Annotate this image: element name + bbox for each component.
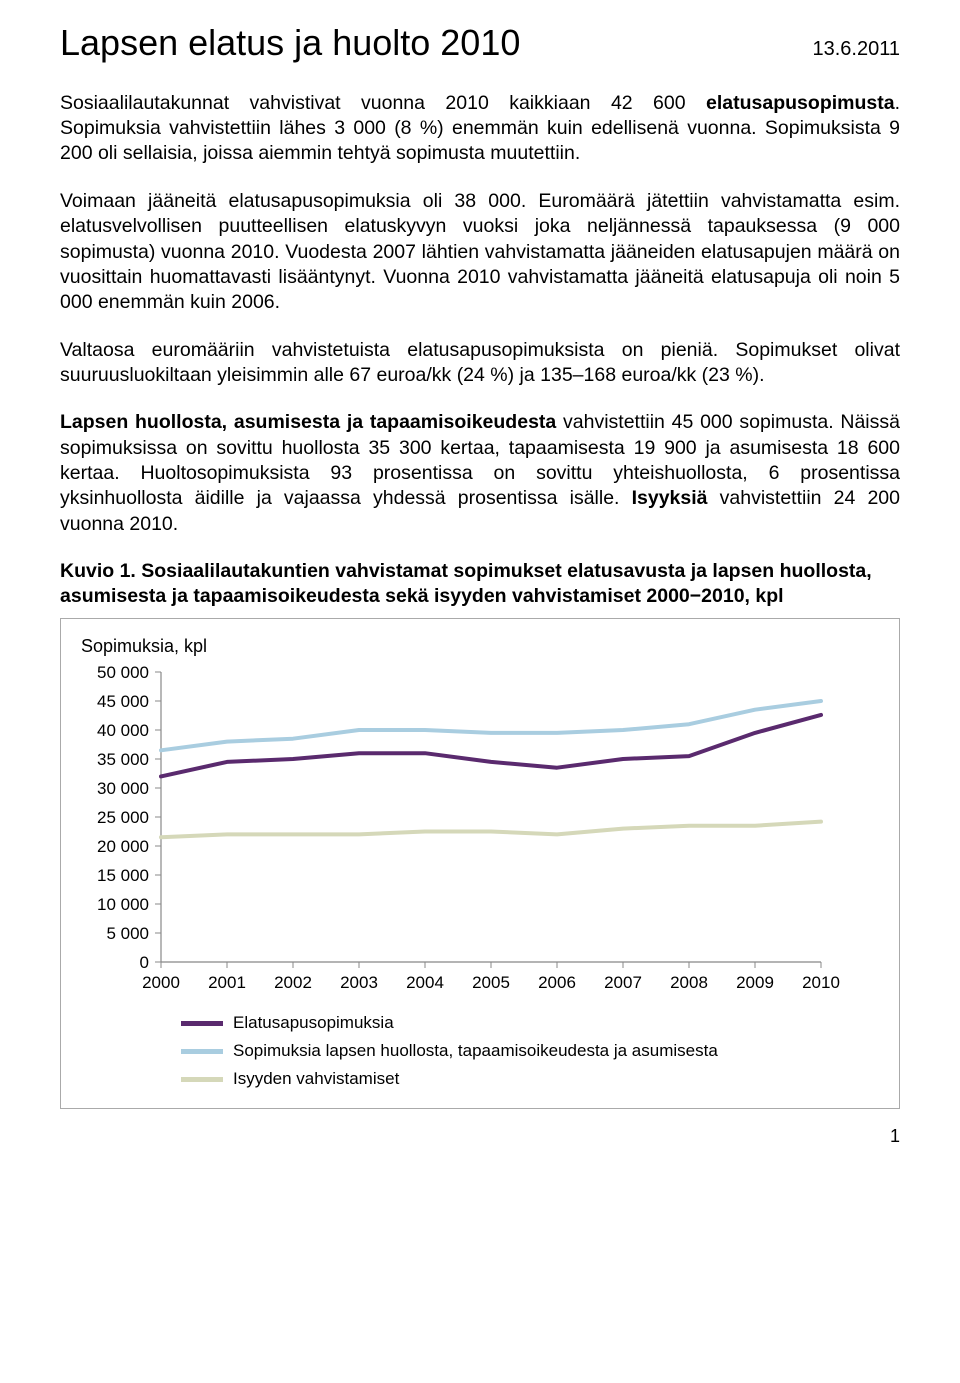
svg-text:2004: 2004 bbox=[406, 973, 444, 992]
paragraph-1: Sosiaalilautakunnat vahvistivat vuonna 2… bbox=[60, 91, 900, 167]
legend-item: Sopimuksia lapsen huollosta, tapaamisoik… bbox=[181, 1040, 879, 1062]
legend-swatch bbox=[181, 1049, 223, 1054]
svg-text:2008: 2008 bbox=[670, 973, 708, 992]
svg-text:2009: 2009 bbox=[736, 973, 774, 992]
svg-text:50 000: 50 000 bbox=[97, 663, 149, 682]
svg-text:45 000: 45 000 bbox=[97, 692, 149, 711]
svg-text:2001: 2001 bbox=[208, 973, 246, 992]
svg-text:20 000: 20 000 bbox=[97, 837, 149, 856]
svg-text:0: 0 bbox=[140, 953, 149, 972]
legend-swatch bbox=[181, 1077, 223, 1082]
page-title: Lapsen elatus ja huolto 2010 bbox=[60, 20, 520, 67]
svg-text:40 000: 40 000 bbox=[97, 721, 149, 740]
legend-label: Elatusapusopimuksia bbox=[233, 1012, 394, 1034]
paragraph-3: Valtaosa euromääriin vahvistetuista elat… bbox=[60, 338, 900, 389]
svg-text:2005: 2005 bbox=[472, 973, 510, 992]
svg-text:10 000: 10 000 bbox=[97, 895, 149, 914]
svg-text:25 000: 25 000 bbox=[97, 808, 149, 827]
legend-item: Elatusapusopimuksia bbox=[181, 1012, 879, 1034]
svg-text:15 000: 15 000 bbox=[97, 866, 149, 885]
page-number: 1 bbox=[60, 1125, 900, 1148]
svg-text:2010: 2010 bbox=[802, 973, 840, 992]
svg-text:30 000: 30 000 bbox=[97, 779, 149, 798]
chart-container: Sopimuksia, kpl 0 5 000 10 000 15 000 20 000… bbox=[60, 618, 900, 1110]
chart-legend: Elatusapusopimuksia Sopimuksia lapsen huo… bbox=[181, 1012, 879, 1090]
paragraph-4: Lapsen huollosta, asumisesta ja tapaamis… bbox=[60, 410, 900, 537]
svg-text:35 000: 35 000 bbox=[97, 750, 149, 769]
svg-text:2006: 2006 bbox=[538, 973, 576, 992]
legend-label: Isyyden vahvistamiset bbox=[233, 1068, 399, 1090]
chart-heading: Kuvio 1. Sosiaalilautakuntien vahvistama… bbox=[60, 559, 900, 610]
svg-text:2007: 2007 bbox=[604, 973, 642, 992]
line-chart: 0 5 000 10 000 15 000 20 000 25 000 30 000 35 0… bbox=[81, 662, 841, 1002]
legend-label: Sopimuksia lapsen huollosta, tapaamisoik… bbox=[233, 1040, 718, 1062]
paragraph-2: Voimaan jääneitä elatusapusopimuksia oli… bbox=[60, 189, 900, 316]
svg-text:2000: 2000 bbox=[142, 973, 180, 992]
page-date: 13.6.2011 bbox=[813, 36, 901, 62]
chart-ylabel: Sopimuksia, kpl bbox=[81, 635, 879, 658]
svg-text:2003: 2003 bbox=[340, 973, 378, 992]
legend-swatch bbox=[181, 1021, 223, 1026]
legend-item: Isyyden vahvistamiset bbox=[181, 1068, 879, 1090]
svg-text:5 000: 5 000 bbox=[106, 924, 149, 943]
svg-text:2002: 2002 bbox=[274, 973, 312, 992]
